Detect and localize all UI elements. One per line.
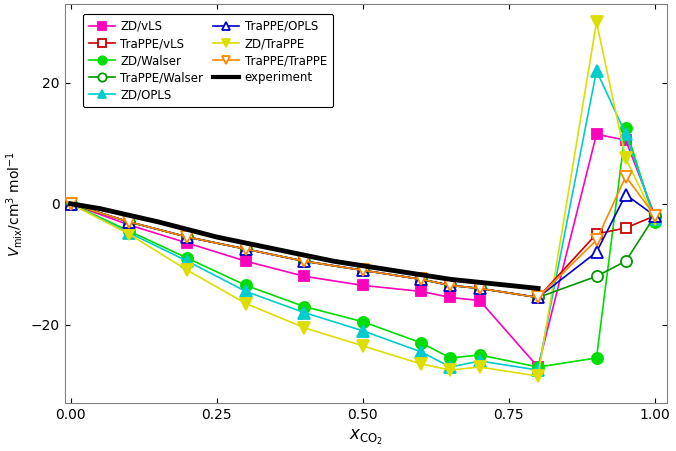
Legend: ZD/vLS, TraPPE/vLS, ZD/Walser, TraPPE/Walser, ZD/OPLS, TraPPE/OPLS, ZD/TraPPE, T: ZD/vLS, TraPPE/vLS, ZD/Walser, TraPPE/Wa…: [82, 14, 333, 107]
Y-axis label: $V_\mathrm{mix}$/cm$^3$ mol$^{-1}$: $V_\mathrm{mix}$/cm$^3$ mol$^{-1}$: [4, 151, 25, 257]
X-axis label: $x_\mathrm{CO_2}$: $x_\mathrm{CO_2}$: [349, 428, 383, 447]
